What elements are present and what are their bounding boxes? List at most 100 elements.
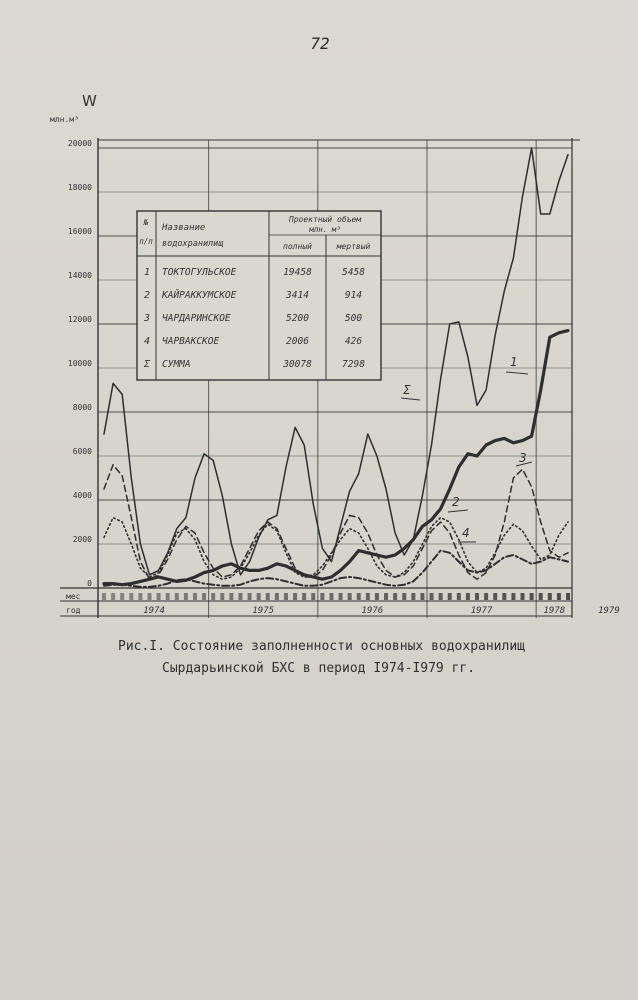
month-tick bbox=[165, 593, 170, 600]
series-label: Σ bbox=[403, 383, 411, 397]
month-tick bbox=[211, 593, 216, 600]
table-row-name: ТОКТОГУЛЬСКОЕ bbox=[162, 267, 237, 278]
month-tick bbox=[129, 593, 134, 600]
month-tick bbox=[356, 593, 361, 600]
month-tick bbox=[138, 593, 143, 600]
month-tick bbox=[520, 593, 525, 600]
series-line-4 bbox=[103, 549, 569, 588]
month-tick bbox=[202, 593, 207, 600]
month-tick bbox=[311, 593, 316, 600]
month-tick bbox=[192, 593, 197, 600]
month-tick bbox=[174, 593, 179, 600]
month-tick bbox=[274, 593, 279, 600]
legend-table-frame bbox=[136, 210, 382, 381]
series-line-1 bbox=[102, 329, 570, 587]
table-row-dead: 7298 bbox=[342, 359, 365, 370]
month-tick bbox=[456, 593, 461, 600]
month-tick bbox=[338, 593, 343, 600]
series-line-0 bbox=[103, 147, 569, 576]
year-label: 1977 bbox=[471, 606, 493, 616]
table-row-dead: 426 bbox=[345, 336, 362, 347]
figure-caption: Рис.I. Состояние заполненности основных … bbox=[118, 636, 618, 680]
month-tick bbox=[538, 593, 543, 600]
month-tick bbox=[511, 593, 516, 600]
table-row-dead: 5458 bbox=[342, 267, 365, 278]
table-row-dead: 500 bbox=[345, 313, 362, 324]
month-tick bbox=[320, 593, 325, 600]
chart-axes: 0 2000 4000 6000 8000 10000 12000 14000 16000 180… bbox=[50, 92, 620, 618]
month-tick bbox=[111, 593, 116, 600]
month-tick bbox=[102, 593, 106, 600]
table-row-num: Σ bbox=[143, 359, 151, 370]
month-tick bbox=[156, 593, 161, 600]
year-label: 1976 bbox=[362, 606, 384, 616]
month-tick bbox=[465, 593, 470, 600]
year-label: 1979 bbox=[598, 606, 620, 616]
caption-line-1: Рис.I. Состояние заполненности основных … bbox=[118, 639, 525, 654]
series-leader-line bbox=[400, 397, 421, 401]
year-row-label: год bbox=[66, 606, 81, 615]
table-row-full: 30078 bbox=[282, 359, 312, 370]
month-tick bbox=[384, 593, 389, 600]
series-leader-line bbox=[447, 509, 469, 513]
table-header-volume: Проектный объем bbox=[288, 214, 362, 224]
month-tick bbox=[238, 593, 243, 600]
series-leader-line bbox=[505, 371, 529, 375]
month-tick bbox=[484, 593, 489, 600]
table-row-num: 4 bbox=[144, 336, 150, 347]
month-row-label: мес bbox=[66, 592, 81, 601]
series-label: 1 bbox=[510, 355, 518, 369]
y-tick-label: 8000 bbox=[73, 403, 92, 412]
month-tick bbox=[566, 593, 570, 600]
month-tick bbox=[302, 593, 307, 600]
month-tick bbox=[438, 593, 443, 600]
y-tick-label: 18000 bbox=[68, 183, 92, 192]
month-tick bbox=[283, 593, 288, 600]
month-tick bbox=[183, 593, 188, 600]
y-tick-label: 2000 bbox=[73, 535, 92, 544]
page-number: 72 bbox=[310, 34, 330, 53]
table-row-full: 5200 bbox=[286, 313, 309, 324]
y-tick-label: 6000 bbox=[73, 447, 92, 456]
table-row-full: 19458 bbox=[283, 267, 312, 278]
reservoir-chart: 0 2000 4000 6000 8000 10000 12000 14000 16000 180… bbox=[50, 92, 620, 618]
month-tick bbox=[347, 593, 352, 600]
month-tick bbox=[147, 593, 152, 600]
month-tick bbox=[256, 593, 261, 600]
table-row-name: СУММА bbox=[162, 359, 191, 370]
caption-line-2: Сырдарьинской БХС в период I974-I979 гг. bbox=[162, 661, 476, 676]
table-header-name-top: Название bbox=[161, 223, 205, 233]
table-row-num: 2 bbox=[144, 290, 150, 301]
table-header-num-bottom: п/п bbox=[139, 237, 153, 246]
y-tick-label: 12000 bbox=[68, 315, 92, 324]
series-line-3 bbox=[103, 464, 569, 580]
year-label: 1978 bbox=[544, 606, 566, 616]
table-header-name-bottom: водохранилищ bbox=[162, 239, 223, 249]
month-tick bbox=[247, 593, 252, 600]
series-labels: 1 2 3 4 Σ bbox=[400, 355, 533, 543]
series-line-2 bbox=[103, 516, 569, 580]
table-header-num-top: № bbox=[143, 218, 149, 227]
y-tick-label: 16000 bbox=[68, 227, 92, 236]
series-label: 4 bbox=[462, 526, 470, 540]
table-row-num: 3 bbox=[143, 313, 150, 324]
month-tick bbox=[374, 593, 379, 600]
y-tick-label: 14000 bbox=[68, 271, 92, 280]
month-tick bbox=[120, 593, 125, 600]
chart-series bbox=[102, 147, 570, 588]
year-label: 1975 bbox=[252, 606, 274, 616]
month-tick bbox=[402, 593, 407, 600]
month-tick bbox=[365, 593, 370, 600]
month-tick bbox=[293, 593, 298, 600]
month-tick bbox=[556, 593, 561, 600]
y-axis-label: W bbox=[82, 92, 97, 110]
y-tick-label: 0 bbox=[87, 579, 92, 588]
month-tick bbox=[429, 593, 434, 600]
month-tick bbox=[411, 593, 416, 600]
month-tick bbox=[220, 593, 225, 600]
y-tick-label: 20000 bbox=[68, 139, 92, 148]
y-tick-label: 4000 bbox=[73, 491, 92, 500]
table-row-name: ЧАРВАКСКОЕ bbox=[162, 336, 219, 347]
